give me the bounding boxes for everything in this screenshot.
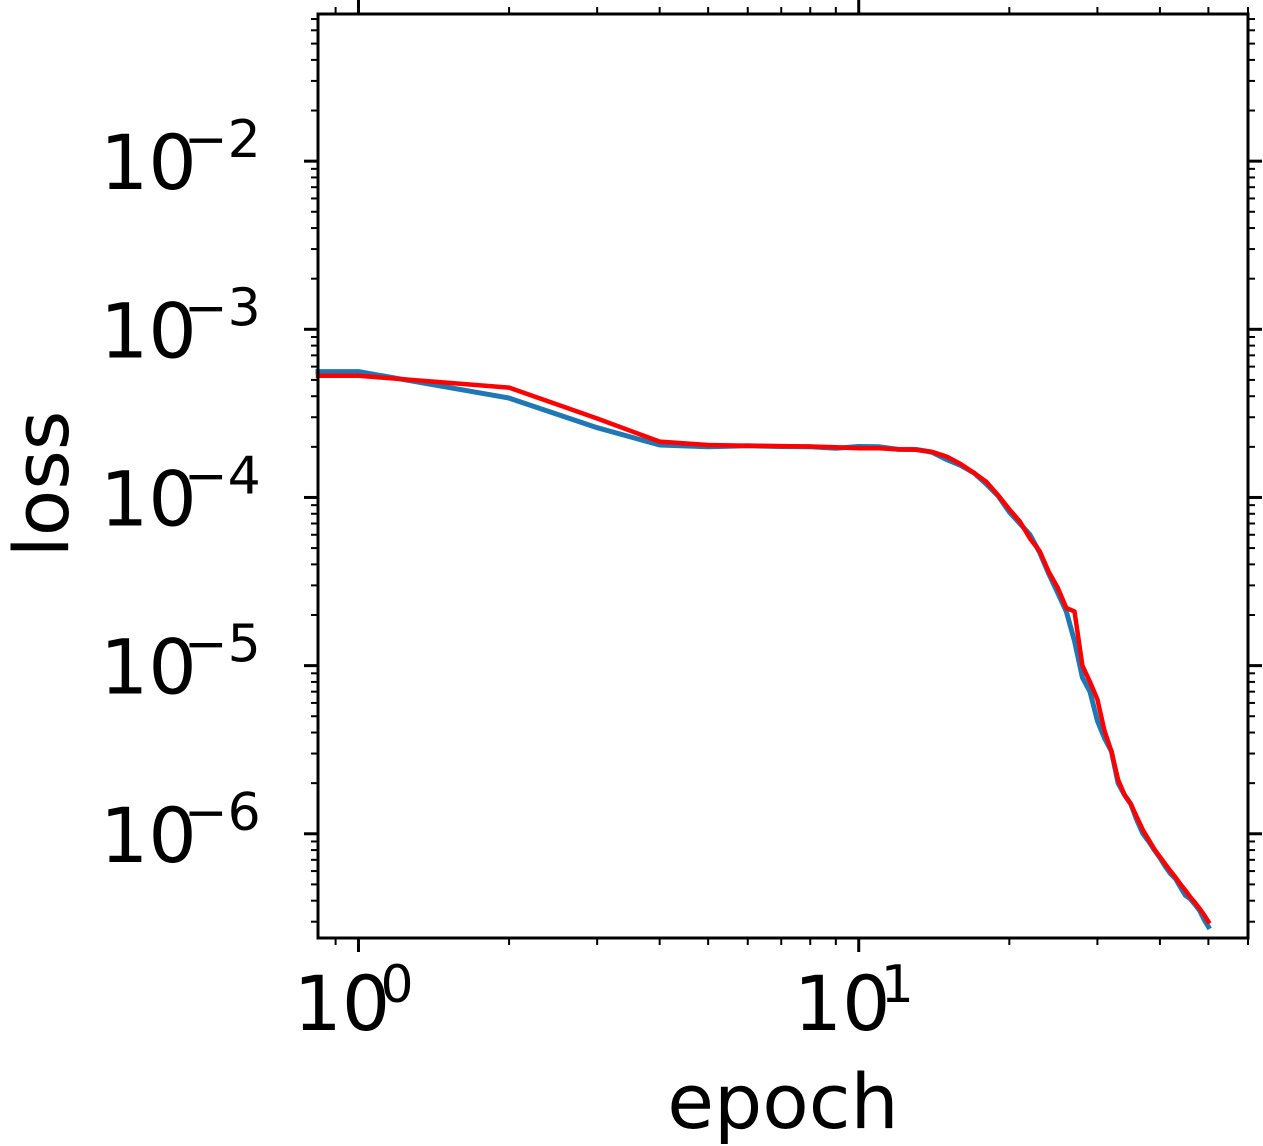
y-tick-label-base: 10	[100, 118, 197, 207]
x-axis-label: epoch	[667, 1057, 898, 1146]
x-tick-label-base: 10	[293, 959, 390, 1048]
x-tick-label-exponent: 0	[380, 955, 413, 1015]
y-tick-label-base: 10	[100, 623, 197, 712]
y-tick-label-base: 10	[100, 791, 197, 880]
y-tick-label-exponent: −4	[184, 446, 261, 506]
major-tick-layer	[304, 0, 1262, 952]
y-tick-label-exponent: −3	[184, 278, 261, 338]
y-axis-label: loss	[0, 411, 86, 558]
plot-frame	[316, 12, 1250, 940]
x-tick-label-base: 10	[794, 959, 891, 1048]
y-tick-label-exponent: −2	[184, 110, 261, 170]
y-tick-label-exponent: −5	[184, 615, 261, 675]
x-tick-label-exponent: 1	[881, 955, 914, 1015]
y-tick-label-base: 10	[100, 286, 197, 375]
y-tick-label-exponent: −6	[184, 783, 261, 843]
series-line-2	[315, 373, 1212, 925]
series-layer	[315, 369, 1212, 931]
y-tick-label-base: 10	[100, 454, 197, 543]
